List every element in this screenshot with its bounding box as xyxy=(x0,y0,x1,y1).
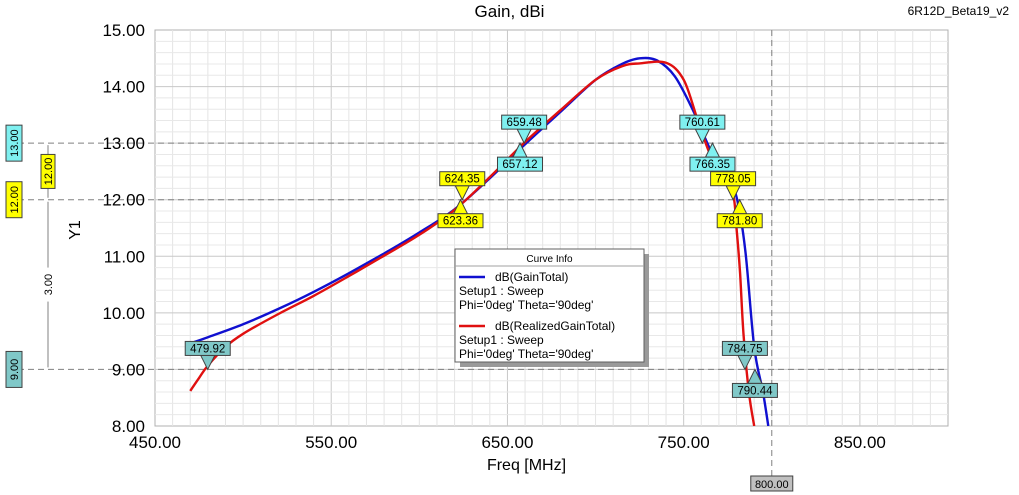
y-tick-label: 14.00 xyxy=(102,78,145,97)
y-tick-label: 8.00 xyxy=(112,417,145,436)
y-marker-label: 12.00 xyxy=(9,186,21,214)
y-tick-label: 12.00 xyxy=(102,191,145,210)
delta-label: 12.00 xyxy=(43,158,55,186)
legend-entry-setup: Setup1 : Sweep xyxy=(459,333,544,347)
y-marker-box[interactable] xyxy=(5,124,23,162)
y-marker-label: 9.00 xyxy=(9,359,21,380)
x-marker-label: 800.00 xyxy=(755,479,789,491)
marker-label-box[interactable] xyxy=(679,114,726,130)
legend-entry-angles: Phi='0deg' Theta='90deg' xyxy=(459,298,593,312)
marker-label-box[interactable] xyxy=(501,114,548,130)
series-line-gain-total[interactable] xyxy=(189,56,770,426)
marker-label: 760.61 xyxy=(685,117,720,129)
y-tick-label: 11.00 xyxy=(104,247,145,266)
marker-label: 657.12 xyxy=(502,159,537,171)
y-marker-box[interactable] xyxy=(5,350,23,388)
legend-entry-name: dB(RealizedGainTotal) xyxy=(495,319,615,333)
legend-entry-angles: Phi='0deg' Theta='90deg' xyxy=(459,347,593,361)
x-tick-label: 650.00 xyxy=(481,433,533,452)
marker-label: 766.35 xyxy=(695,159,730,171)
legend-box[interactable] xyxy=(454,248,645,363)
marker-label: 790.44 xyxy=(737,385,773,397)
x-tick-label: 550.00 xyxy=(305,433,357,452)
marker-label: 623.36 xyxy=(443,216,478,228)
y-tick-label: 13.00 xyxy=(102,134,145,153)
marker-label-box[interactable] xyxy=(716,213,763,229)
x-tick-label: 450.00 xyxy=(129,433,181,452)
marker-label: 624.35 xyxy=(445,174,480,186)
x-axis-title: Freq [MHz] xyxy=(487,457,566,474)
delta-box xyxy=(40,153,56,189)
marker-label: 781.80 xyxy=(722,216,757,228)
design-name: 6R12D_Beta19_v2 xyxy=(907,4,1009,18)
marker-label: 659.48 xyxy=(507,117,542,129)
marker-label: 778.05 xyxy=(716,174,751,186)
delta-label: 3.00 xyxy=(43,274,55,295)
marker-label-box[interactable] xyxy=(689,156,736,172)
y-tick-label: 10.00 xyxy=(102,304,145,323)
y-tick-label: 15.00 xyxy=(102,21,145,40)
marker-label: 784.75 xyxy=(727,343,762,355)
marker-label-box[interactable] xyxy=(710,171,757,187)
marker-label-box[interactable] xyxy=(731,382,778,398)
chart-title: Gain, dBi xyxy=(474,2,545,21)
delta-box xyxy=(41,267,55,302)
marker-label: 479.92 xyxy=(190,343,225,355)
marker-label-box[interactable] xyxy=(437,213,484,229)
y-tick-label: 9.00 xyxy=(112,360,145,379)
x-tick-label: 850.00 xyxy=(834,433,886,452)
marker-label-box[interactable] xyxy=(439,171,486,187)
marker-label-box[interactable] xyxy=(721,340,768,356)
x-tick-label: 750.00 xyxy=(658,433,710,452)
y-axis-title: Y1 xyxy=(67,220,84,240)
marker-label-box[interactable] xyxy=(184,340,231,356)
legend-entry-setup: Setup1 : Sweep xyxy=(459,284,544,298)
x-marker-box[interactable] xyxy=(750,475,794,492)
legend-entry-name: dB(GainTotal) xyxy=(495,270,568,284)
y-marker-box[interactable] xyxy=(5,181,23,219)
legend-title: Curve Info xyxy=(526,254,573,265)
marker-label-box[interactable] xyxy=(496,156,543,172)
y-marker-label: 13.00 xyxy=(9,129,21,157)
